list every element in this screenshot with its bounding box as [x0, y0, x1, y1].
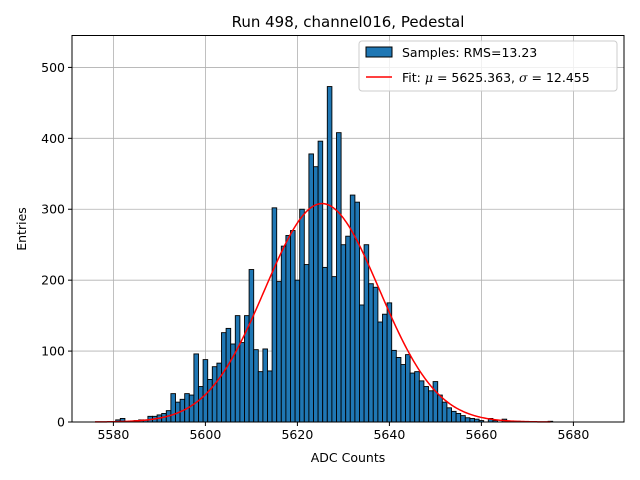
histogram-bar: [294, 279, 301, 423]
histogram-bar: [372, 286, 379, 423]
y-tick-label: 100: [41, 344, 65, 359]
histogram-bar: [441, 401, 448, 423]
histogram-bar: [221, 332, 227, 423]
histogram-bar: [336, 132, 342, 423]
histogram-bar: [253, 349, 259, 423]
x-tick-label: 5580: [97, 427, 129, 442]
histogram-bar: [432, 381, 439, 423]
histogram-bar: [451, 410, 457, 423]
x-tick-label: 5600: [189, 427, 221, 442]
histogram-bar: [188, 394, 195, 423]
legend-box: [358, 40, 618, 92]
histogram-bar: [193, 353, 199, 423]
histogram-bar: [464, 417, 471, 423]
histogram-bar: [276, 281, 282, 423]
histogram-bar: [437, 394, 443, 423]
legend-label-fit: Fit: μ = 5625.363, σ = 12.455: [402, 70, 590, 85]
y-tick-label: 300: [41, 202, 65, 217]
histogram-bar: [216, 362, 222, 423]
histogram-bar: [322, 266, 328, 423]
x-tick-label: 5620: [281, 427, 313, 442]
plot-frame: [71, 35, 625, 423]
histogram-bar: [469, 418, 475, 423]
histogram-bar: [363, 244, 370, 423]
fit-curve: [94, 202, 551, 423]
histogram-bar: [460, 415, 466, 423]
histogram-bars: [115, 86, 554, 423]
histogram-bar: [368, 283, 374, 423]
x-tick-label: 5660: [465, 427, 497, 442]
legend-fit-mu-symbol: μ: [425, 70, 433, 85]
y-tick-label: 0: [57, 415, 65, 430]
histogram-bar: [170, 393, 176, 423]
x-axis-ticks: 5580 5600 5620 5640 5660 5680: [97, 422, 589, 442]
histogram-bar: [345, 235, 351, 423]
y-tick-label: 500: [41, 60, 65, 75]
histogram-bar: [455, 413, 462, 423]
histogram-bar: [299, 208, 305, 423]
histogram-bar: [234, 315, 241, 423]
histogram-bar: [428, 390, 434, 423]
histogram-bar: [446, 407, 452, 423]
histogram-bar: [423, 386, 429, 423]
histogram-bar: [391, 349, 397, 423]
histogram-bar: [257, 371, 264, 423]
histogram-bar: [225, 327, 232, 423]
histogram-bar: [331, 276, 337, 423]
histogram-bar: [290, 230, 296, 423]
x-tick-label: 5640: [373, 427, 405, 442]
histogram-bar: [267, 370, 273, 423]
histogram-bar: [386, 302, 393, 423]
histogram-bar: [377, 321, 383, 423]
histogram-bar: [211, 366, 218, 423]
histogram-bar: [207, 378, 213, 423]
histogram-bar: [285, 235, 291, 423]
histogram-bar: [382, 313, 388, 423]
histogram-bar: [239, 342, 245, 423]
histogram-bar: [198, 386, 204, 423]
y-axis-label: Entries: [14, 207, 29, 251]
histogram-bar: [280, 245, 287, 423]
histogram-bar: [340, 244, 347, 423]
histogram-bar: [308, 153, 314, 423]
histogram-bar: [405, 354, 411, 423]
histogram-bar: [395, 357, 402, 423]
histogram-bar: [400, 364, 406, 423]
x-tick-label: 5680: [557, 427, 589, 442]
histogram-bar: [202, 359, 209, 423]
histogram-bar: [326, 86, 333, 423]
legend-fit-mu-value: = 5625.363,: [433, 70, 519, 85]
y-tick-label: 200: [41, 273, 65, 288]
legend: Samples: RMS=13.23 Fit: μ = 5625.363, σ …: [358, 40, 618, 92]
histogram-bar: [271, 207, 278, 423]
legend-fit-sigma-value: = 12.455: [528, 70, 590, 85]
x-axis-label: ADC Counts: [311, 450, 386, 465]
histogram-bar: [414, 371, 420, 423]
y-tick-label: 400: [41, 131, 65, 146]
histogram-bar: [359, 304, 365, 423]
histogram-bar: [418, 380, 425, 423]
legend-label-samples: Samples: RMS=13.23: [402, 45, 537, 60]
histogram-bar: [248, 269, 255, 423]
legend-fit-sigma-symbol: σ: [519, 70, 528, 85]
histogram-bar: [409, 372, 416, 423]
histogram-bar: [317, 140, 324, 423]
histogram-bar: [262, 348, 268, 423]
histogram-bar: [354, 201, 360, 423]
y-axis-ticks: 0 100 200 300 400 500: [41, 60, 72, 430]
legend-swatch-samples: [365, 46, 393, 58]
histogram-bar: [303, 264, 310, 423]
chart-title: Run 498, channel016, Pedestal: [232, 13, 465, 31]
legend-fit-prefix: Fit:: [402, 70, 425, 85]
grid-lines: [72, 35, 624, 423]
